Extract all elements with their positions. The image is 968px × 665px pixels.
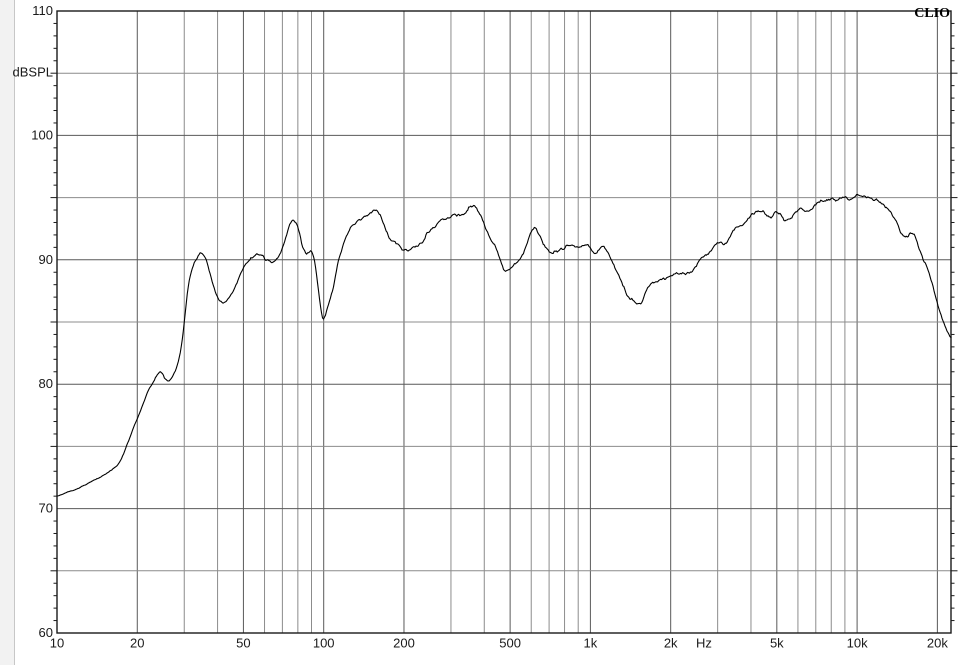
svg-text:1k: 1k	[584, 636, 598, 651]
svg-text:dBSPL: dBSPL	[13, 64, 53, 79]
svg-text:500: 500	[499, 636, 521, 651]
svg-text:200: 200	[393, 636, 415, 651]
svg-text:10: 10	[50, 636, 64, 651]
svg-text:2k: 2k	[664, 636, 678, 651]
svg-text:70: 70	[39, 501, 53, 516]
svg-text:80: 80	[39, 376, 53, 391]
svg-text:CLIO: CLIO	[914, 6, 950, 21]
svg-text:100: 100	[31, 127, 53, 142]
svg-text:10k: 10k	[847, 636, 868, 651]
svg-text:90: 90	[39, 252, 53, 267]
svg-text:110: 110	[32, 3, 53, 18]
svg-text:5k: 5k	[770, 636, 784, 651]
svg-text:20: 20	[130, 636, 144, 651]
svg-text:20k: 20k	[927, 636, 948, 651]
svg-text:Hz: Hz	[696, 636, 712, 651]
svg-text:100: 100	[313, 636, 335, 651]
svg-text:50: 50	[236, 636, 250, 651]
